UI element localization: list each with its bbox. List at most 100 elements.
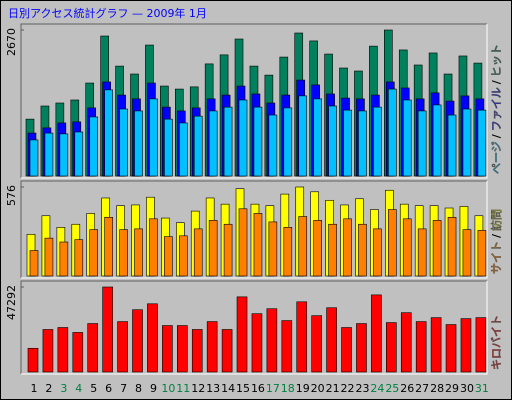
bar [460,318,472,373]
panel-border [20,23,487,178]
bar [27,347,39,373]
x-tick-label: 20 [311,382,325,395]
x-tick-label: 24 [370,382,384,395]
bar [432,104,442,177]
bar [341,327,352,373]
x-tick-label: 16 [251,382,265,395]
x-tick-label: 7 [120,382,127,395]
x-tick-label: 6 [105,382,112,395]
bar [132,309,143,373]
bar [373,106,382,177]
x-tick-label: 15 [236,382,250,395]
x-tick-label: 1 [31,382,38,395]
bar [462,229,472,277]
bar [149,98,158,177]
legend-separator: / [490,233,503,238]
bar [87,323,99,373]
x-tick-label: 31 [475,382,489,395]
bar [74,239,84,277]
bar [177,325,188,373]
bar [253,213,263,277]
x-tick-label: 17 [266,382,280,395]
bar [147,303,158,373]
panel-border [21,181,488,279]
bar [208,220,218,277]
bar [72,332,84,373]
bar [104,89,113,177]
bar [298,216,308,277]
bar [417,228,427,277]
bar [358,110,367,177]
bar [477,230,487,277]
x-tick-label: 26 [400,382,414,395]
x-tick-label: 30 [460,382,474,395]
bar [164,118,173,177]
bar [445,324,457,373]
bar [400,312,412,373]
bar [223,106,233,177]
x-tick-label: 29 [445,382,459,395]
legend-entry: ページ [490,141,503,174]
bar [162,325,173,373]
bar [417,110,427,177]
bar [328,223,337,277]
bar [343,109,352,177]
panel-border [20,180,487,278]
bar [326,307,337,373]
bar [179,122,188,177]
bar [266,308,278,373]
bar [311,315,322,373]
bar [268,114,278,177]
bar [134,228,143,277]
bar [74,131,84,177]
bar [402,218,412,277]
bar [430,317,442,373]
bar [193,115,203,177]
bar [42,329,54,373]
x-tick-label: 19 [296,382,310,395]
bar [134,110,143,177]
x-tick-label: 12 [191,382,205,395]
bar [44,132,54,177]
legend-entry: ヒット [490,44,503,77]
bar [477,109,487,177]
legend-entry: 訪問 [489,209,503,231]
bar [59,133,69,177]
bar [251,313,263,373]
bar [89,229,99,277]
bar [296,301,308,373]
bar [29,250,39,277]
x-tick-label: 4 [75,382,82,395]
bar [415,321,427,373]
x-tick-label: 18 [281,382,295,395]
bar [298,95,308,177]
bar [268,221,278,277]
y-tick-label: 47292 [5,285,18,320]
x-tick-label: 13 [206,382,220,395]
bar [223,223,233,277]
bar [117,321,128,373]
x-tick-label: 2 [45,382,52,395]
bar [447,216,457,277]
bar [238,208,248,277]
y-tick-label: 2670 [5,28,18,56]
bar [57,327,69,373]
bar [119,108,128,177]
bar [388,88,397,177]
bar [281,320,293,373]
bar [373,228,382,277]
bar [371,294,382,373]
chart-title: 日別アクセス統計グラフ — 2009年 1月 [8,6,207,20]
bar [475,317,487,373]
legend-separator: / [490,133,503,138]
x-tick-label: 5 [90,382,97,395]
bar [191,329,203,373]
legend-separator: / [490,79,503,84]
bar [313,98,322,177]
bar [402,99,412,177]
bar [238,99,248,177]
legend-entry: ファイル [490,87,503,131]
x-tick-label: 14 [221,382,235,395]
x-tick-label: 9 [150,382,157,395]
x-tick-label: 11 [176,382,190,395]
